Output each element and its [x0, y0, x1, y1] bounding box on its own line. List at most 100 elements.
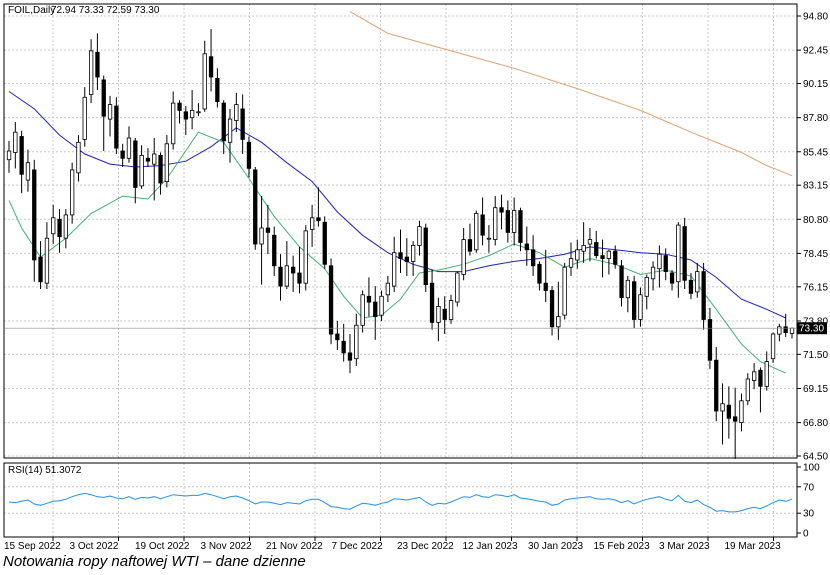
- candle-body: [714, 359, 719, 412]
- candle-body: [101, 79, 106, 117]
- rsi-panel-border: [3, 462, 798, 538]
- candle-body: [114, 105, 119, 149]
- candle-body: [789, 327, 795, 334]
- candle: [25, 149, 31, 192]
- candle-body: [278, 266, 283, 287]
- candle-body: [512, 210, 517, 233]
- candle-body: [240, 108, 245, 140]
- candle-body: [777, 326, 782, 335]
- chart-symbol-label: FOIL,Daily: [8, 5, 55, 16]
- candle-body: [32, 169, 37, 261]
- candle: [512, 197, 517, 246]
- candle-body: [537, 263, 542, 284]
- candle-body: [657, 253, 662, 270]
- candle: [537, 261, 542, 291]
- candle: [183, 106, 189, 136]
- candle-body: [63, 214, 68, 239]
- candle: [51, 204, 56, 244]
- candle-body: [669, 272, 675, 284]
- candle: [587, 228, 593, 262]
- candle-body: [354, 324, 359, 360]
- candle-body: [385, 282, 391, 296]
- candle: [398, 229, 403, 274]
- candle-body: [606, 250, 611, 259]
- candle-body: [57, 218, 62, 238]
- candle: [632, 275, 637, 329]
- candle-body: [328, 265, 334, 335]
- price-tick-label: 90.15: [803, 79, 828, 90]
- candle-body: [650, 266, 656, 280]
- candle-body: [164, 143, 170, 183]
- candle: [429, 270, 435, 330]
- ma-fast-line: [8, 131, 786, 374]
- candle-body: [70, 169, 75, 216]
- candle: [404, 238, 410, 276]
- moving-averages: [8, 11, 793, 374]
- time-tick-label: 3 Oct 2022: [70, 541, 119, 552]
- rsi-label: RSI(14) 51.3072: [8, 465, 82, 476]
- candle-body: [309, 217, 315, 230]
- candle: [745, 373, 750, 406]
- candle: [177, 100, 182, 124]
- candle: [568, 242, 574, 276]
- candle-body: [619, 265, 624, 299]
- candle-body: [701, 271, 706, 320]
- candle-body: [562, 266, 567, 316]
- candle: [461, 228, 466, 281]
- candle: [594, 230, 599, 259]
- candle: [758, 367, 763, 413]
- candle-body: [76, 141, 81, 174]
- candle: [739, 393, 744, 432]
- candle-body: [688, 279, 694, 294]
- candle-body: [720, 403, 725, 412]
- time-tick-label: 21 Nov 2022: [266, 541, 323, 552]
- candle: [120, 143, 125, 168]
- candle: [714, 347, 719, 422]
- candle-body: [89, 50, 94, 95]
- candle-body: [518, 210, 523, 243]
- candle: [581, 222, 586, 263]
- candle-body: [44, 237, 50, 284]
- candle-body: [531, 249, 536, 267]
- candle-body: [107, 104, 113, 120]
- candle-body: [448, 300, 454, 320]
- candle: [221, 100, 226, 154]
- candle-body: [202, 53, 207, 110]
- candle-body: [183, 111, 189, 120]
- candle: [208, 29, 214, 92]
- candle-body: [524, 243, 529, 251]
- candle-body: [360, 294, 365, 326]
- candle-body: [410, 244, 416, 262]
- candle-body: [543, 282, 548, 291]
- candle: [669, 270, 675, 291]
- candle: [44, 222, 50, 290]
- candle: [657, 245, 662, 288]
- candle-body: [133, 140, 138, 188]
- candle: [518, 207, 523, 252]
- candle: [499, 194, 504, 230]
- candle-body: [436, 305, 441, 323]
- candle: [152, 137, 157, 201]
- candle-body: [632, 281, 637, 320]
- candle-body: [600, 255, 605, 259]
- candle: [139, 145, 144, 189]
- candle-body: [493, 207, 498, 240]
- candle-body: [290, 266, 296, 274]
- candle-body: [707, 319, 713, 361]
- candle: [606, 249, 611, 275]
- candle-body: [480, 214, 485, 236]
- candle-body: [316, 217, 321, 222]
- candle-body: [474, 213, 479, 251]
- candle: [240, 94, 245, 154]
- candle: [164, 135, 170, 188]
- candle-body: [575, 249, 580, 261]
- candle: [316, 187, 321, 227]
- candle: [556, 281, 561, 340]
- candle: [89, 39, 94, 104]
- candle-body: [145, 157, 151, 162]
- candle: [410, 241, 416, 276]
- candles: [6, 29, 795, 459]
- candle-body: [594, 242, 599, 257]
- candle-body: [341, 340, 346, 354]
- candle: [442, 296, 447, 335]
